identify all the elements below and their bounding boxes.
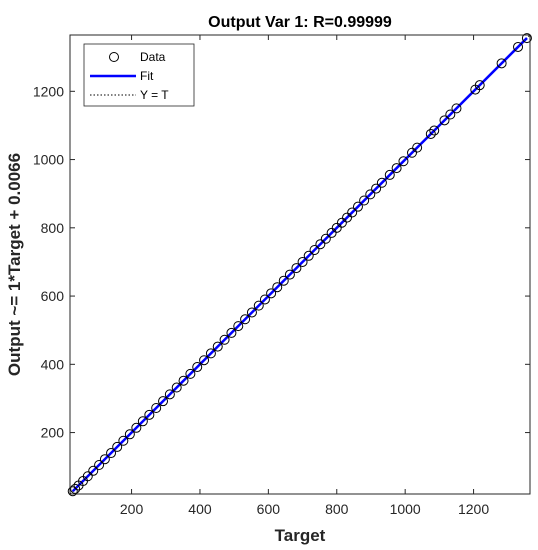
- data-point: [521, 33, 532, 44]
- data-point: [253, 300, 264, 311]
- data-point: [99, 454, 110, 465]
- y-tick-labels: 200 400 600 800 1000 1200: [33, 83, 64, 440]
- data-point: [384, 169, 395, 180]
- legend-data-marker: [109, 52, 119, 62]
- data-point: [451, 103, 462, 114]
- data-point: [118, 435, 129, 446]
- data-point: [315, 239, 326, 250]
- data-point: [171, 382, 182, 393]
- data-point: [429, 125, 440, 136]
- data-point: [412, 142, 423, 153]
- data-point: [192, 362, 203, 373]
- data-point: [376, 177, 387, 188]
- legend: Data Fit Y = T: [83, 43, 195, 107]
- data-point: [67, 486, 78, 497]
- data-points: [67, 33, 532, 497]
- data-point: [226, 327, 237, 338]
- data-point: [391, 163, 402, 174]
- data-point: [359, 195, 370, 206]
- data-point: [398, 156, 409, 167]
- data-point: [371, 183, 382, 194]
- y-tick-label: 200: [41, 425, 65, 441]
- data-point: [439, 115, 450, 126]
- axis-ticks: [70, 35, 530, 494]
- legend-identity-label: Y = T: [140, 88, 169, 102]
- data-point: [212, 341, 223, 352]
- data-point: [425, 128, 436, 139]
- legend-fit-label: Fit: [140, 69, 154, 83]
- y-tick-label: 400: [41, 356, 65, 372]
- plot-content: [67, 33, 532, 497]
- x-tick-label: 1200: [458, 501, 489, 517]
- y-tick-label: 600: [41, 288, 65, 304]
- data-point: [246, 307, 257, 318]
- data-point: [272, 282, 283, 293]
- data-point: [199, 355, 210, 366]
- y-tick-label: 1200: [33, 83, 64, 99]
- x-axis-label: Target: [275, 526, 326, 545]
- data-point: [82, 471, 93, 482]
- data-point: [259, 294, 270, 305]
- y-tick-label: 800: [41, 220, 65, 236]
- data-point: [474, 80, 485, 91]
- data-point: [70, 483, 81, 494]
- data-point: [352, 201, 363, 212]
- x-tick-label: 800: [325, 501, 349, 517]
- data-point: [365, 189, 376, 200]
- data-point: [144, 409, 155, 420]
- data-point: [112, 441, 123, 452]
- data-point: [240, 314, 251, 325]
- data-point: [496, 58, 507, 69]
- chart-title: Output Var 1: R=0.99999: [208, 14, 392, 31]
- data-point: [513, 41, 524, 52]
- data-point: [164, 389, 175, 400]
- data-point: [266, 288, 277, 299]
- data-point: [219, 334, 230, 345]
- x-tick-label: 200: [120, 501, 144, 517]
- data-point: [297, 256, 308, 267]
- data-point: [291, 263, 302, 274]
- x-tick-label: 1000: [390, 501, 421, 517]
- data-point: [336, 217, 347, 228]
- legend-data-label: Data: [140, 50, 166, 64]
- data-point: [106, 448, 117, 459]
- y-axis-label: Output ~= 1*Target + 0.0066: [5, 153, 24, 376]
- data-point: [445, 109, 456, 120]
- data-point: [326, 227, 337, 238]
- data-point: [347, 207, 358, 218]
- plot-frame: [69, 34, 531, 495]
- data-point: [94, 459, 105, 470]
- data-point: [124, 429, 135, 440]
- y-tick-label: 1000: [33, 152, 64, 168]
- data-point: [309, 244, 320, 255]
- data-point: [233, 321, 244, 332]
- data-point: [137, 416, 148, 427]
- x-tick-label: 600: [257, 501, 281, 517]
- data-point: [131, 422, 142, 433]
- data-point: [278, 275, 289, 286]
- data-point: [342, 212, 353, 223]
- data-point: [331, 222, 342, 233]
- data-point: [88, 465, 99, 476]
- data-point: [185, 368, 196, 379]
- data-point: [178, 375, 189, 386]
- data-point: [320, 233, 331, 244]
- data-point: [284, 269, 295, 280]
- data-point: [303, 250, 314, 261]
- x-tick-labels: 200 400 600 800 1000 1200: [120, 501, 489, 517]
- data-point: [158, 396, 169, 407]
- data-point: [407, 147, 418, 158]
- data-point: [205, 348, 216, 359]
- x-tick-label: 400: [188, 501, 212, 517]
- data-point: [151, 403, 162, 414]
